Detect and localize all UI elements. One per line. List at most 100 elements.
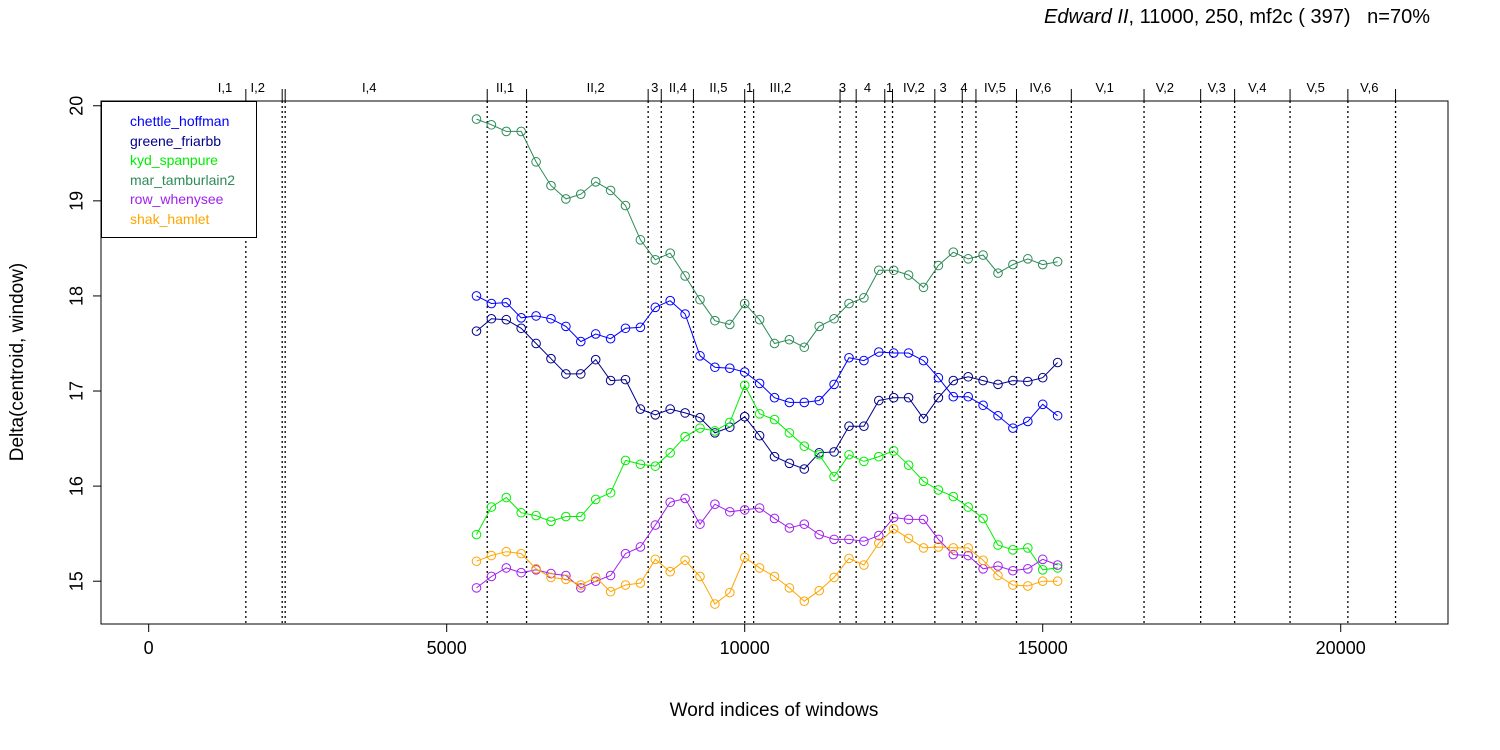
data-point-shak_hamlet	[486, 550, 497, 561]
data-point-row_whenysee	[501, 563, 512, 573]
data-point-greene_friarbb	[769, 451, 780, 462]
scene-label: IV,6	[1029, 80, 1051, 95]
data-point-greene_friarbb	[650, 410, 661, 420]
data-point-kyd_spanpure	[918, 476, 929, 487]
data-point-mar_tamburlain2	[1023, 254, 1033, 264]
data-point-kyd_spanpure	[859, 456, 869, 467]
data-point-row_whenysee	[605, 570, 616, 581]
legend-item-chettle_hoffman: chettle_hoffman	[130, 113, 230, 129]
data-point-row_whenysee	[888, 512, 899, 523]
x-tick-label: 20000	[1316, 638, 1366, 658]
data-point-mar_tamburlain2	[724, 319, 735, 330]
data-point-chettle_hoffman	[814, 395, 825, 406]
data-point-row_whenysee	[948, 549, 959, 560]
x-axis-label: Word indices of windows	[669, 700, 879, 721]
data-point-row_whenysee	[903, 514, 914, 525]
data-point-shak_hamlet	[844, 553, 854, 564]
data-point-shak_hamlet	[575, 580, 586, 590]
data-point-kyd_spanpure	[739, 380, 750, 391]
data-point-kyd_spanpure	[590, 494, 601, 505]
data-point-mar_tamburlain2	[501, 126, 512, 137]
data-point-row_whenysee	[918, 514, 929, 525]
x-tick-label: 5000	[427, 638, 467, 658]
data-point-row_whenysee	[859, 536, 869, 547]
data-point-shak_hamlet	[605, 586, 616, 597]
data-point-mar_tamburlain2	[486, 119, 497, 130]
data-point-greene_friarbb	[993, 379, 1003, 390]
scene-label: V,3	[1208, 80, 1226, 95]
data-point-greene_friarbb	[695, 412, 705, 423]
data-point-row_whenysee	[516, 567, 526, 578]
scene-label: I,1	[218, 80, 232, 95]
data-point-greene_friarbb	[1037, 372, 1048, 383]
data-point-row_whenysee	[665, 497, 675, 508]
data-point-chettle_hoffman	[590, 329, 601, 339]
data-point-shak_hamlet	[1052, 576, 1063, 587]
data-point-shak_hamlet	[799, 596, 810, 606]
data-point-greene_friarbb	[888, 392, 899, 403]
data-point-row_whenysee	[993, 561, 1003, 571]
data-point-mar_tamburlain2	[546, 180, 556, 191]
data-point-mar_tamburlain2	[859, 293, 869, 303]
legend-item-mar_tamburlain2: mar_tamburlain2	[130, 171, 236, 188]
data-point-greene_friarbb	[575, 369, 586, 379]
data-point-row_whenysee	[1008, 565, 1018, 576]
data-point-mar_tamburlain2	[888, 265, 899, 276]
data-point-kyd_spanpure	[680, 431, 690, 442]
data-point-greene_friarbb	[918, 413, 929, 424]
scene-label: V,6	[1360, 80, 1378, 95]
data-point-chettle_hoffman	[1023, 416, 1033, 427]
data-point-greene_friarbb	[859, 421, 869, 432]
chart-title-play: Edward II	[1044, 6, 1129, 28]
scene-label: III,2	[770, 80, 792, 95]
data-point-kyd_spanpure	[963, 502, 974, 512]
data-point-kyd_spanpure	[903, 460, 914, 470]
data-point-row_whenysee	[784, 523, 795, 533]
data-point-kyd_spanpure	[575, 511, 586, 522]
y-tick-label: 20	[67, 96, 87, 116]
data-point-shak_hamlet	[829, 572, 839, 583]
scene-label: II,2	[587, 80, 605, 95]
data-point-row_whenysee	[769, 513, 780, 524]
data-point-row_whenysee	[799, 519, 810, 529]
data-point-greene_friarbb	[635, 404, 646, 414]
data-point-shak_hamlet	[1037, 576, 1048, 587]
data-point-greene_friarbb	[590, 354, 601, 365]
data-point-chettle_hoffman	[844, 352, 854, 363]
data-point-greene_friarbb	[829, 447, 839, 457]
scene-label: IV,5	[984, 80, 1006, 95]
data-point-chettle_hoffman	[635, 322, 646, 333]
data-point-row_whenysee	[933, 534, 944, 545]
data-point-greene_friarbb	[963, 371, 974, 382]
data-point-chettle_hoffman	[829, 379, 839, 390]
data-point-row_whenysee	[635, 542, 646, 552]
data-point-row_whenysee	[874, 530, 884, 541]
data-point-chettle_hoffman	[874, 347, 884, 357]
scene-label: V,1	[1096, 80, 1114, 95]
data-point-row_whenysee	[486, 571, 497, 582]
scene-label: V,2	[1156, 80, 1174, 95]
data-point-chettle_hoffman	[1037, 399, 1048, 410]
data-point-kyd_spanpure	[754, 409, 765, 419]
data-point-shak_hamlet	[665, 566, 675, 577]
data-point-kyd_spanpure	[724, 417, 735, 428]
data-point-chettle_hoffman	[620, 323, 631, 334]
scene-label: II,1	[496, 80, 514, 95]
data-point-kyd_spanpure	[1037, 564, 1048, 575]
scene-label: II,5	[709, 80, 727, 95]
data-point-mar_tamburlain2	[710, 315, 720, 326]
series-line-row_whenysee	[476, 497, 1058, 589]
data-point-mar_tamburlain2	[903, 270, 914, 280]
data-point-greene_friarbb	[516, 323, 526, 334]
data-point-mar_tamburlain2	[695, 294, 705, 305]
data-point-chettle_hoffman	[978, 400, 988, 411]
data-point-chettle_hoffman	[918, 355, 929, 366]
y-tick-label: 16	[67, 476, 87, 496]
data-point-chettle_hoffman	[561, 321, 571, 332]
data-point-mar_tamburlain2	[874, 265, 884, 276]
data-point-chettle_hoffman	[471, 291, 482, 301]
data-point-shak_hamlet	[710, 599, 720, 609]
data-point-mar_tamburlain2	[516, 126, 526, 137]
data-point-kyd_spanpure	[993, 540, 1003, 550]
scene-label: V,4	[1248, 80, 1266, 95]
